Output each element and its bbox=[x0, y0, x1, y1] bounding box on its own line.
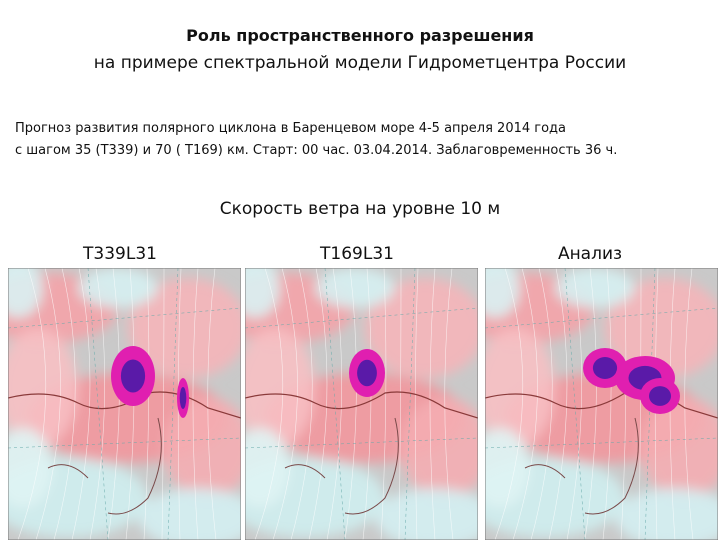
contour bbox=[548, 268, 568, 540]
contour bbox=[380, 268, 387, 540]
contour bbox=[143, 268, 150, 540]
field-blob bbox=[485, 328, 555, 448]
contour bbox=[638, 268, 642, 540]
contour bbox=[35, 268, 61, 540]
coastline bbox=[524, 417, 639, 515]
contour bbox=[17, 268, 47, 540]
field-blob bbox=[375, 488, 478, 540]
contour bbox=[161, 268, 165, 540]
contour bbox=[494, 268, 524, 540]
field-blob bbox=[615, 488, 718, 540]
coastline bbox=[47, 417, 162, 515]
field-blob bbox=[245, 268, 280, 318]
field-blob bbox=[400, 398, 478, 498]
contour bbox=[344, 268, 357, 540]
field-blob bbox=[245, 428, 290, 508]
contour bbox=[429, 268, 436, 540]
contour bbox=[444, 268, 454, 540]
graticule bbox=[485, 268, 718, 540]
contour bbox=[512, 268, 538, 540]
contour bbox=[308, 268, 328, 540]
wind-core bbox=[120, 359, 146, 393]
field-blob bbox=[485, 428, 530, 508]
contour bbox=[566, 268, 582, 540]
field-blob bbox=[365, 278, 478, 378]
field-blob bbox=[315, 268, 395, 308]
field-blob bbox=[555, 268, 635, 308]
contour bbox=[107, 268, 120, 540]
map bbox=[485, 268, 718, 540]
contour bbox=[620, 268, 627, 540]
map bbox=[245, 268, 478, 540]
contour bbox=[584, 268, 597, 540]
panel-label: T169L31 bbox=[320, 244, 394, 264]
map bbox=[8, 268, 241, 540]
field-blob bbox=[8, 428, 53, 508]
field bbox=[8, 268, 241, 540]
title-line: на примере спектральной модели Гидрометц… bbox=[93, 53, 627, 73]
wind-core bbox=[357, 359, 377, 387]
contour bbox=[89, 268, 105, 540]
wind-core bbox=[592, 357, 618, 379]
contour bbox=[326, 268, 342, 540]
panel-label: Анализ bbox=[557, 244, 623, 264]
wind-core bbox=[179, 387, 187, 409]
description-line: Прогноз развития полярного циклона в Бар… bbox=[15, 121, 567, 136]
description-line: с шагом 35 (Т339) и 70 ( Т169) км. Старт… bbox=[15, 143, 618, 158]
wind-core bbox=[649, 386, 671, 406]
field-blob bbox=[138, 488, 241, 540]
contour bbox=[414, 268, 419, 540]
panel-label: T339L31 bbox=[83, 244, 157, 264]
field-blob bbox=[78, 268, 158, 308]
contour bbox=[398, 268, 402, 540]
subtitle: Скорость ветра на уровне 10 м bbox=[219, 199, 501, 219]
coastline bbox=[245, 391, 478, 419]
contour bbox=[71, 268, 91, 540]
coastline bbox=[284, 417, 399, 515]
contour bbox=[684, 268, 694, 540]
field-blob bbox=[485, 268, 520, 318]
field-blob bbox=[8, 268, 43, 318]
contour bbox=[254, 268, 284, 540]
contour bbox=[207, 268, 217, 540]
field-blob bbox=[128, 278, 241, 378]
field-blob bbox=[640, 398, 718, 498]
contour bbox=[272, 268, 298, 540]
contour bbox=[192, 268, 199, 540]
field-blob bbox=[245, 328, 315, 448]
graticule bbox=[8, 268, 241, 540]
graticule bbox=[245, 268, 478, 540]
field-blob bbox=[163, 398, 241, 498]
title-line: Роль пространственного разрешения bbox=[186, 26, 534, 45]
field-blob bbox=[605, 278, 718, 378]
field-blob bbox=[8, 328, 78, 448]
